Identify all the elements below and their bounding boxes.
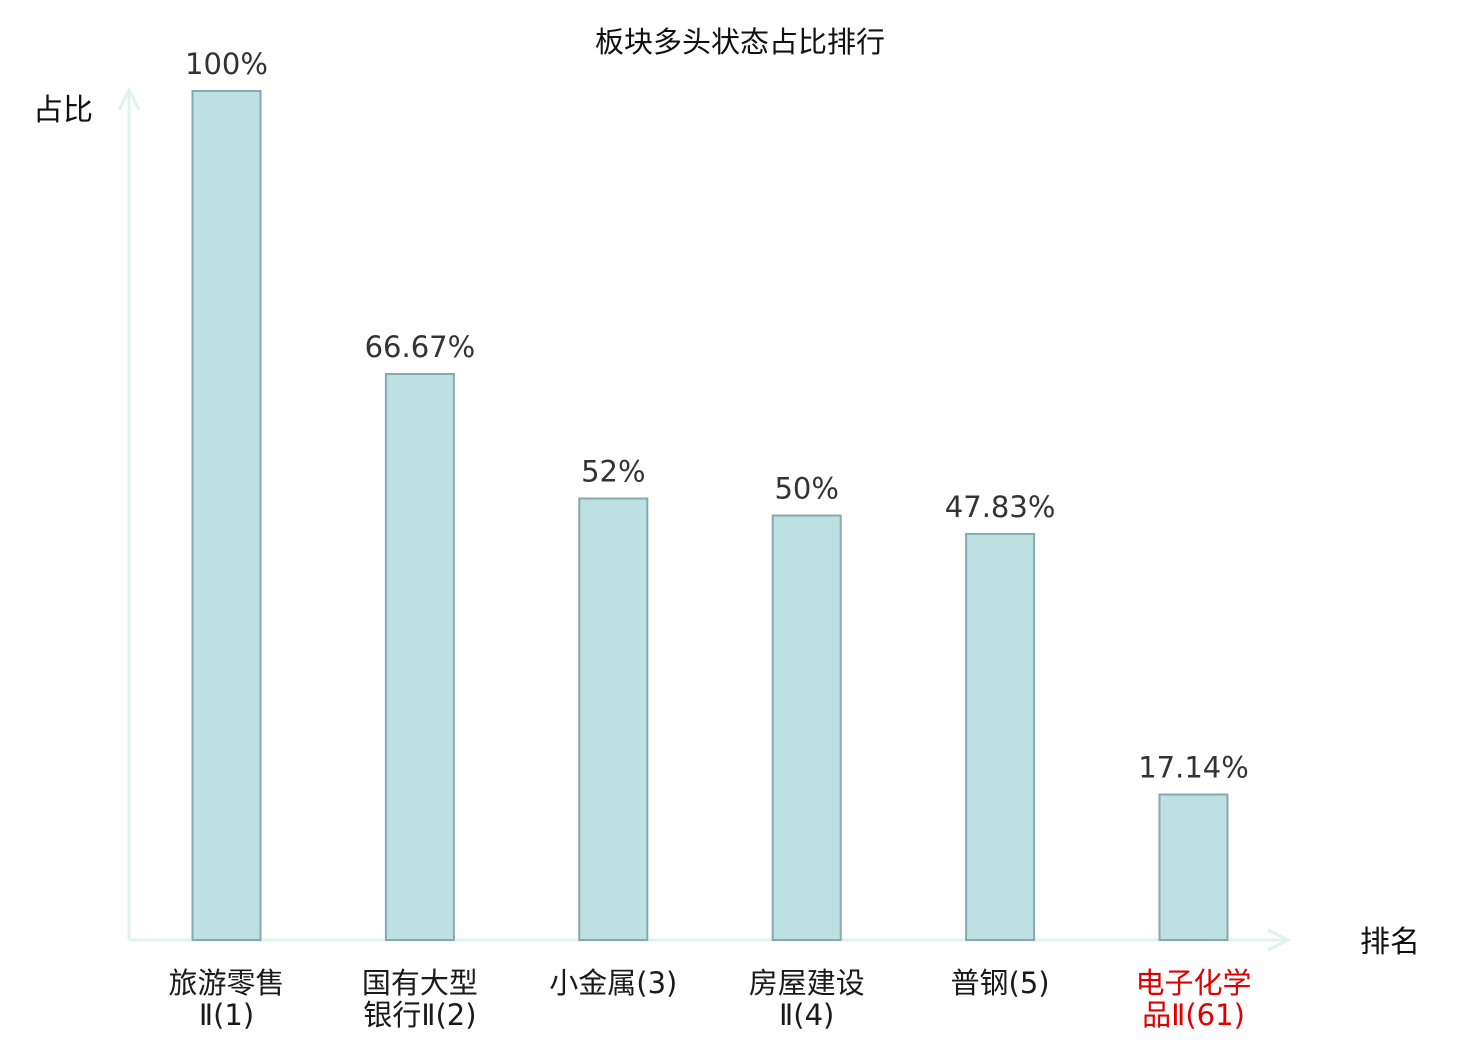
category-label-line: 国有大型 — [362, 966, 478, 1000]
category-label-line: 小金属(3) — [549, 966, 677, 1000]
bar-value-label: 100% — [185, 47, 268, 81]
bar — [191, 90, 262, 941]
category-label: 小金属(3) — [549, 966, 677, 1000]
category-label-line: 普钢(5) — [951, 966, 1050, 1000]
category-label: 旅游零售 Ⅱ(1) — [168, 966, 284, 1032]
bar — [965, 532, 1036, 942]
category-label-line: 房屋建设 — [749, 966, 865, 1000]
y-axis-label: 占比 — [33, 93, 93, 128]
category-label-line: 旅游零售 — [168, 966, 284, 1000]
category-label: 国有大型银行Ⅱ(2) — [362, 966, 478, 1032]
category-label-line: 品Ⅱ(61) — [1142, 998, 1245, 1032]
x-axis-arrowhead — [1267, 928, 1292, 952]
category-label: 房屋建设 Ⅱ(4) — [749, 966, 865, 1032]
category-label-line: Ⅱ(4) — [779, 998, 834, 1032]
category-label-line: 电子化学 — [1135, 966, 1251, 1000]
bar-value-label: 47.83% — [945, 490, 1056, 524]
bar-value-label: 66.67% — [365, 330, 476, 364]
category-label-line: 银行Ⅱ(2) — [363, 998, 476, 1032]
bar-value-label: 17.14% — [1138, 751, 1249, 785]
bar — [578, 497, 649, 941]
category-label: 电子化学品Ⅱ(61) — [1135, 966, 1251, 1032]
category-label: 普钢(5) — [951, 966, 1050, 1000]
category-label-line: Ⅱ(1) — [199, 998, 254, 1032]
y-axis-arrowhead — [117, 86, 141, 111]
category-labels-group: 旅游零售 Ⅱ(1) 国有大型银行Ⅱ(2) 小金属(3) 房屋建设 Ⅱ(4) 普钢(5) 电子化… — [168, 966, 1251, 1032]
x-axis-label: 排名 — [1360, 925, 1420, 960]
bar — [1158, 793, 1229, 941]
bars-group — [191, 90, 1229, 942]
bar — [384, 373, 455, 941]
bar — [771, 514, 842, 941]
axes — [117, 86, 1292, 952]
value-labels-group: 100% 66.67% 52% 50% 47.83% 17.14% — [185, 47, 1249, 785]
chart-title: 板块多头状态占比排行 — [595, 25, 885, 59]
bar-value-label: 50% — [774, 472, 838, 506]
bar-value-label: 52% — [581, 455, 645, 489]
